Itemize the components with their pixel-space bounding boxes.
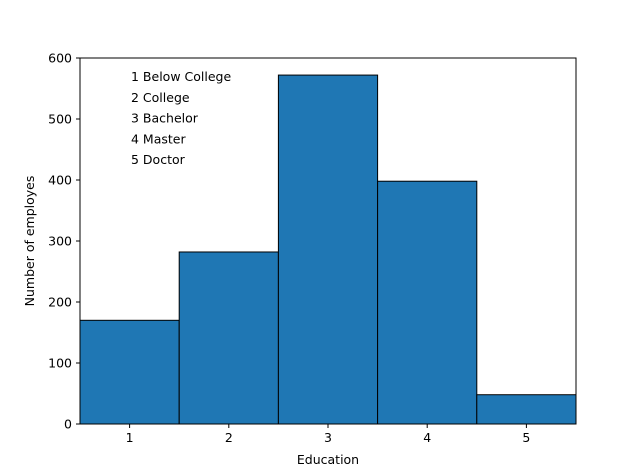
education-legend-annotations: 1 Below College 2 College 3 Bachelor 4 Mast… xyxy=(131,69,231,167)
y-axis-label: Number of employes xyxy=(22,176,37,307)
annotation-label: 4 Master xyxy=(131,131,186,146)
y-axis-ticks: 0 100 200 300 400 500 600 xyxy=(48,51,80,432)
x-tick-label: 4 xyxy=(423,430,431,445)
x-tick-label: 3 xyxy=(324,430,332,445)
annotation-label: 1 Below College xyxy=(131,69,231,84)
annotation-label: 3 Bachelor xyxy=(131,111,199,126)
bar-1 xyxy=(79,319,180,425)
x-tick-label: 2 xyxy=(225,430,233,445)
bar-3 xyxy=(277,74,379,425)
x-axis-ticks: 1 2 3 4 5 xyxy=(126,424,530,445)
y-tick-label: 0 xyxy=(64,417,72,432)
bar-5 xyxy=(476,394,577,425)
annotation-label: 5 Doctor xyxy=(131,152,186,167)
annotation-label: 2 College xyxy=(131,90,190,105)
y-tick-label: 200 xyxy=(48,295,72,310)
y-tick-label: 600 xyxy=(48,51,72,66)
bars xyxy=(79,74,577,425)
y-tick-label: 500 xyxy=(48,112,72,127)
x-tick-label: 5 xyxy=(522,430,530,445)
bar-2 xyxy=(178,251,279,425)
y-tick-label: 400 xyxy=(48,173,72,188)
y-tick-label: 300 xyxy=(48,234,72,249)
y-tick-label: 100 xyxy=(48,356,72,371)
bar-4 xyxy=(377,180,478,425)
x-tick-label: 1 xyxy=(126,430,134,445)
x-axis-label: Education xyxy=(297,452,359,467)
